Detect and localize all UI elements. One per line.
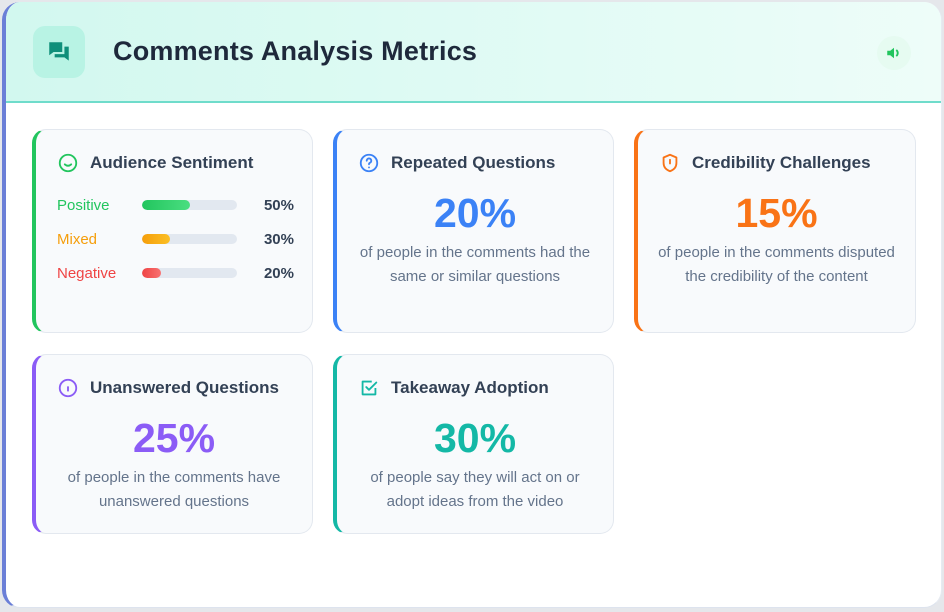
- metric-description: of people in the comments had the same o…: [359, 244, 591, 285]
- sentiment-value: 30%: [263, 230, 294, 248]
- metric-value: 15%: [735, 190, 818, 236]
- smile-icon: [58, 153, 78, 173]
- card-takeaway-adoption: Takeaway Adoption 30% of people say they…: [333, 354, 614, 534]
- speaker-icon: [887, 47, 899, 59]
- sentiment-row-positive: Positive 50%: [57, 195, 294, 215]
- card-title: Takeaway Adoption: [391, 378, 549, 397]
- sentiment-bar: [142, 268, 237, 278]
- shield-alert-icon: [662, 153, 678, 173]
- metric-value: 30%: [433, 415, 517, 461]
- check-square-icon: [361, 380, 378, 396]
- question-circle-icon: [359, 153, 379, 173]
- page-title: Comments Analysis Metrics: [113, 36, 478, 66]
- read-aloud-button[interactable]: [877, 36, 911, 70]
- card-unanswered-questions: Unanswered Questions 25% of people in th…: [32, 354, 313, 534]
- card-title: Unanswered Questions: [90, 378, 279, 397]
- card-repeated-questions: Repeated Questions 20% of people in the …: [333, 129, 614, 333]
- chat-bubbles-icon: [49, 42, 69, 61]
- sentiment-label: Positive: [57, 196, 110, 214]
- header: Comments Analysis Metrics: [6, 2, 941, 103]
- card-title: Audience Sentiment: [90, 153, 254, 172]
- metric-description: of people in the comments disputed the c…: [658, 244, 895, 285]
- card-credibility-challenges: Credibility Challenges 15% of people in …: [634, 129, 916, 333]
- card-title: Credibility Challenges: [692, 153, 871, 172]
- info-circle-icon: [58, 378, 78, 398]
- sentiment-label: Negative: [57, 264, 117, 282]
- sentiment-value: 50%: [263, 196, 294, 214]
- sentiment-row-negative: Negative 20%: [57, 263, 294, 283]
- sentiment-bar: [142, 200, 237, 210]
- metric-description: of people say they will act on or adopt …: [370, 469, 580, 510]
- metric-value: 25%: [132, 415, 216, 461]
- metric-description: of people in the comments have unanswere…: [67, 469, 281, 510]
- card-audience-sentiment: Audience Sentiment Positive 50% Mixed 30…: [32, 129, 313, 333]
- header-icon-badge: [33, 26, 85, 78]
- metric-value: 20%: [433, 190, 517, 236]
- sentiment-row-mixed: Mixed 30%: [57, 229, 294, 249]
- sentiment-value: 20%: [263, 264, 294, 282]
- card-title: Repeated Questions: [391, 153, 556, 172]
- sentiment-bar: [142, 234, 237, 244]
- sentiment-label: Mixed: [57, 230, 98, 248]
